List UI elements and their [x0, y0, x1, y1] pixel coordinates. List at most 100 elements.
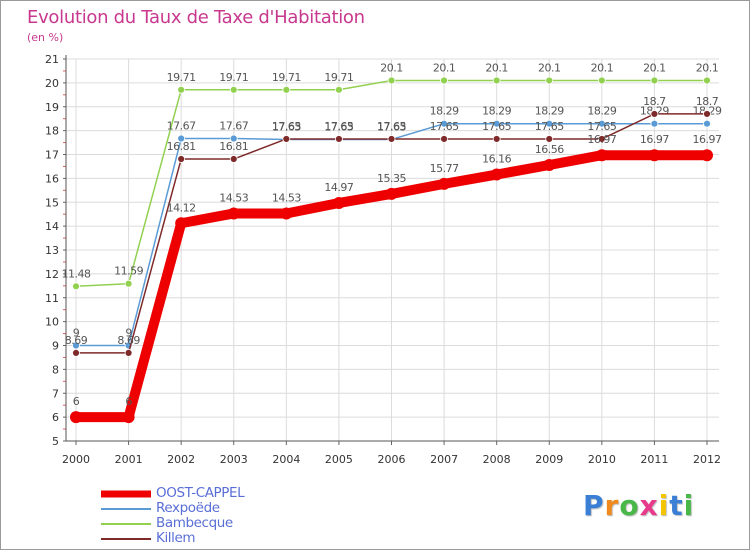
y-tick-label: 21	[45, 53, 59, 66]
y-tick-label: 18	[45, 125, 59, 138]
x-tick-label: 2007	[430, 453, 458, 466]
y-tick-label: 6	[52, 411, 59, 424]
data-label: 18.7	[643, 95, 666, 108]
data-point	[440, 76, 448, 85]
x-tick-label: 2005	[325, 453, 353, 466]
x-tick-label: 2012	[693, 453, 721, 466]
x-tick-label: 2001	[115, 453, 143, 466]
series-oost-cappel: 6 6 14.12 14.53 14.53 14.97 15.35 15.77 16.16 16.…	[70, 133, 722, 424]
data-point	[229, 155, 238, 163]
data-label: 16.97	[640, 133, 669, 146]
data-label: 19.71	[272, 71, 301, 84]
data-label: 17.67	[167, 120, 196, 133]
data-label: 16.97	[587, 133, 616, 146]
y-axis-unit: (en %)	[27, 31, 64, 44]
data-label: 6	[73, 395, 80, 408]
logo-letter: i	[683, 489, 695, 522]
data-point	[177, 85, 186, 94]
data-point	[70, 411, 82, 424]
data-label: 16.81	[219, 140, 248, 153]
data-point	[177, 155, 186, 163]
data-point	[385, 187, 398, 200]
x-tick-label: 2000	[62, 453, 90, 466]
x-tick-label: 2011	[640, 453, 668, 466]
data-label: 16.16	[482, 153, 511, 166]
y-tick-label: 14	[45, 220, 59, 233]
data-point	[703, 76, 711, 85]
x-tick-label: 2003	[220, 453, 248, 466]
data-label: 15.77	[430, 162, 459, 175]
y-tick-label: 17	[45, 149, 59, 162]
data-point	[545, 76, 554, 85]
data-label: 20.1	[696, 61, 719, 74]
data-point	[282, 135, 291, 143]
logo-letter: o	[619, 489, 640, 522]
data-label: 19.71	[167, 71, 196, 84]
data-label: 18.7	[696, 95, 719, 108]
data-point	[595, 149, 608, 162]
data-point	[650, 110, 659, 118]
y-tick-label: 8	[52, 363, 59, 376]
data-label: 17.65	[535, 120, 564, 133]
data-label: 16.97	[693, 133, 722, 146]
data-point	[597, 76, 606, 85]
x-tick-label: 2002	[167, 453, 195, 466]
y-tick-label: 16	[45, 172, 59, 185]
data-point	[701, 149, 713, 162]
x-tick-label: 2004	[272, 453, 300, 466]
data-label: 17.63	[377, 120, 406, 133]
data-label: 17.65	[430, 120, 459, 133]
data-label: 20.1	[380, 61, 403, 74]
data-point	[545, 135, 554, 143]
data-label: 19.71	[324, 71, 353, 84]
legend-label: Rexpoëde	[156, 500, 220, 516]
logo-letter: x	[639, 489, 659, 522]
data-point	[597, 135, 606, 143]
data-point	[545, 119, 554, 128]
y-tick-label: 12	[45, 268, 59, 281]
data-label: 9	[73, 327, 80, 340]
data-label: 15.35	[377, 172, 406, 185]
data-point	[492, 119, 501, 128]
data-point	[650, 119, 659, 128]
data-point	[648, 149, 661, 162]
legend-swatch	[101, 507, 151, 510]
data-label: 17.65	[377, 120, 406, 133]
data-label: 8.69	[117, 334, 140, 347]
data-point	[72, 282, 80, 291]
logo-letter: t	[669, 489, 684, 522]
data-label: 18.29	[482, 105, 511, 118]
data-point	[543, 159, 556, 172]
x-tick-label: 2006	[378, 453, 406, 466]
y-tick-label: 19	[45, 101, 59, 114]
data-point	[332, 196, 345, 209]
data-label: 17.63	[272, 120, 301, 133]
y-tick-label: 11	[45, 292, 59, 305]
data-label: 9	[125, 327, 132, 340]
data-label: 16.56	[535, 143, 564, 156]
chart-title: Evolution du Taux de Taxe d'Habitation	[27, 7, 365, 28]
data-label: 17.65	[272, 120, 301, 133]
data-label: 14.12	[167, 201, 196, 214]
data-point	[124, 279, 133, 288]
data-point	[72, 349, 80, 357]
data-label: 18.29	[535, 105, 564, 118]
legend-swatch	[101, 537, 151, 540]
data-label: 16.81	[167, 140, 196, 153]
legend-swatch	[101, 522, 151, 525]
logo-letter: P	[583, 489, 605, 522]
data-point	[175, 217, 188, 230]
data-point	[703, 119, 711, 128]
logo-letter: r	[604, 489, 620, 522]
y-tick-label: 10	[45, 316, 59, 329]
data-point	[440, 119, 448, 128]
y-tick-label: 7	[52, 387, 59, 400]
y-tick-label: 13	[45, 244, 59, 257]
proxiti-logo: Proxiti	[583, 489, 694, 522]
data-label: 11.59	[114, 265, 143, 278]
data-label: 14.53	[272, 191, 301, 204]
data-label: 17.65	[587, 120, 616, 133]
data-point	[492, 76, 501, 85]
data-point	[335, 85, 343, 94]
